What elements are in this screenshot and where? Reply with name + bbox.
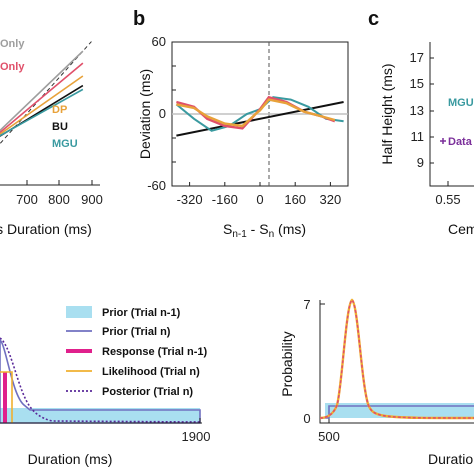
panel-b-ylabel: Deviation (ms) [137,69,153,159]
panel-d-prior-current-curve [0,338,201,424]
panel-c-ytick-label: 9 [417,155,424,170]
panel-a-series-teal [0,88,84,137]
panel-a-xtick-label-900: 900 [81,192,103,207]
panel-a-series-orange [0,75,84,136]
panel-a-xlabel: s Duration (ms) [0,221,92,237]
panel-b-ytick-label: -60 [147,178,166,193]
panel-c-label-data: Data [448,136,473,148]
panel-b-xticks: -320 -160 0 160 320 [177,182,342,207]
panel-e-ylabel: Probability [279,331,295,396]
panel-a-label-dp: DP [52,104,67,116]
panel-b-xtick-label: 160 [284,192,306,207]
panel-a-label-bu: BU [52,121,68,133]
panel-a-label-gray-only: Only [0,38,25,50]
panel-b-xtick-label: -160 [212,192,238,207]
panel-c-ytick-label: 15 [410,76,424,91]
panel-c-ytick-label: 11 [411,129,425,144]
panel-e: 7 0 Probability 500 Duratio [279,297,474,467]
panel-e-xlabel: Duratio [428,451,473,467]
legend-posterior-label: Posterior (Trial n) [102,386,193,398]
panel-b-series-black [176,101,344,137]
panel-e-posterior-curve [319,299,474,419]
panel-a: 700 800 900 s Duration (ms) Only Only DP… [0,38,103,237]
panel-c-ytick-label: 17 [410,50,424,65]
panel-c-axes [429,42,474,187]
panel-c-yticks: 17 15 13 11 9 [410,50,434,170]
panel-e-axes [319,300,474,424]
panel-d-xtick-label-1900: 1900 [182,429,211,444]
panel-b-xtick-label: 0 [256,192,263,207]
panel-b-series-orange [176,98,336,128]
legend-prior-prev-label: Prior (Trial n-1) [102,307,181,319]
panel-a-label-mgu: MGU [52,138,78,150]
panel-c-letter: c [368,8,379,30]
panel-c: c 17 15 13 11 9 0.55 Cem Half Height (ms) MG… [368,8,474,237]
panel-b-xtick-label: -320 [177,192,203,207]
panel-a-series-gray [0,50,84,132]
panel-c-label-mgu: MGU [448,97,474,109]
panel-e-ytick-label-0: 0 [303,411,310,426]
panel-e-ytick-label-7: 7 [303,297,310,312]
panel-c-xlabel: Cem [448,221,474,237]
panel-d-prior-prev-band [0,408,200,423]
panel-d: 1900 Duration (ms) Prior (Trial n-1) Pri… [0,306,210,467]
legend-response-label: Response (Trial n-1) [102,346,207,358]
legend-likelihood-label: Likelihood (Trial n) [102,366,200,378]
panel-e-xtick-label-500: 500 [318,429,340,444]
panel-a-xtick-label-800: 800 [48,192,70,207]
panel-b-xtick-label: 320 [320,192,342,207]
panel-b-ytick-label: 60 [152,34,166,49]
panel-d-likelihood-curve [0,371,13,423]
panel-c-ytick-label: 13 [410,103,424,118]
panel-b-ytick-label: 0 [159,106,166,121]
panel-a-label-pink-only: Only [0,61,25,73]
panel-b-xlabel: Sn-1 - Sn (ms) [223,221,306,240]
legend-prior-prev-swatch [66,306,92,318]
panel-e-likelihood-curve [319,298,474,420]
panel-c-ylabel: Half Height (ms) [379,63,395,164]
panel-a-series-pink [0,62,84,134]
panel-c-xtick-label-055: 0.55 [435,192,460,207]
legend-prior-current-label: Prior (Trial n) [102,326,171,338]
panel-b-letter: b [133,8,145,30]
panel-a-xtick-label-700: 700 [16,192,38,207]
panel-d-xlabel: Duration (ms) [28,451,113,467]
panel-b-yticks: -60 0 60 [147,34,176,193]
